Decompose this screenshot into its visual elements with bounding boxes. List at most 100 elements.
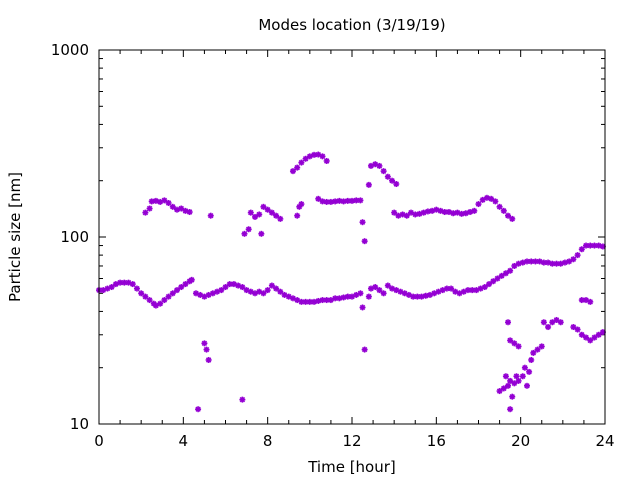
data-point bbox=[515, 377, 522, 384]
data-point bbox=[521, 364, 528, 371]
data-point bbox=[332, 198, 339, 205]
data-point bbox=[528, 356, 535, 363]
data-point bbox=[201, 340, 208, 347]
chart-title: Modes location (3/19/19) bbox=[258, 16, 445, 34]
data-point bbox=[587, 298, 594, 305]
data-point bbox=[264, 287, 271, 294]
y-tick-label: 1000 bbox=[51, 41, 89, 59]
data-point bbox=[315, 195, 322, 202]
data-point bbox=[507, 267, 514, 274]
data-point bbox=[277, 288, 284, 295]
data-point bbox=[583, 334, 590, 341]
x-tick-label: 12 bbox=[342, 432, 361, 450]
data-point bbox=[566, 258, 573, 265]
data-point bbox=[511, 380, 518, 387]
data-point bbox=[475, 201, 482, 208]
data-point bbox=[359, 304, 366, 311]
data-point bbox=[557, 319, 564, 326]
data-point bbox=[273, 212, 280, 219]
data-point bbox=[268, 209, 275, 216]
data-point bbox=[138, 290, 145, 297]
data-point bbox=[336, 295, 343, 302]
data-point bbox=[471, 207, 478, 214]
x-axis-label: Time [hour] bbox=[307, 458, 396, 476]
data-point bbox=[353, 197, 360, 204]
data-point bbox=[108, 284, 115, 291]
data-point bbox=[256, 211, 263, 218]
data-point bbox=[146, 205, 153, 212]
data-point bbox=[549, 319, 556, 326]
data-point bbox=[298, 201, 305, 208]
data-point bbox=[384, 173, 391, 180]
data-point bbox=[372, 284, 379, 291]
data-point bbox=[496, 388, 503, 395]
data-point bbox=[540, 319, 547, 326]
x-tick-label: 20 bbox=[511, 432, 530, 450]
data-point bbox=[574, 252, 581, 259]
data-point bbox=[319, 153, 326, 160]
x-tick-label: 0 bbox=[94, 432, 104, 450]
data-point bbox=[165, 199, 172, 206]
data-point bbox=[169, 290, 176, 297]
x-tick-label: 24 bbox=[595, 432, 614, 450]
data-point bbox=[222, 284, 229, 291]
data-point bbox=[142, 209, 149, 216]
data-point bbox=[241, 230, 248, 237]
data-point bbox=[534, 346, 541, 353]
data-point bbox=[323, 297, 330, 304]
y-tick-label: 100 bbox=[60, 228, 89, 246]
data-point bbox=[505, 319, 512, 326]
data-point bbox=[498, 272, 505, 279]
data-point bbox=[505, 212, 512, 219]
data-point bbox=[218, 287, 225, 294]
data-point bbox=[570, 256, 577, 263]
data-point bbox=[205, 356, 212, 363]
data-point bbox=[357, 197, 364, 204]
data-point bbox=[587, 337, 594, 344]
data-point bbox=[545, 324, 552, 331]
data-point bbox=[439, 287, 446, 294]
data-point bbox=[490, 278, 497, 285]
axis-ticks bbox=[98, 49, 606, 425]
data-point bbox=[247, 209, 254, 216]
data-point bbox=[361, 346, 368, 353]
data-point bbox=[509, 215, 516, 222]
data-point bbox=[258, 230, 265, 237]
data-point bbox=[376, 162, 383, 169]
data-point bbox=[361, 238, 368, 245]
data-point bbox=[146, 297, 153, 304]
data-point bbox=[294, 212, 301, 219]
data-point bbox=[365, 181, 372, 188]
data-point bbox=[380, 290, 387, 297]
data-point bbox=[161, 297, 168, 304]
data-point bbox=[247, 288, 254, 295]
data-point bbox=[494, 275, 501, 282]
data-point bbox=[260, 290, 267, 297]
data-point bbox=[277, 215, 284, 222]
data-point bbox=[161, 197, 168, 204]
data-point bbox=[502, 270, 509, 277]
data-point bbox=[595, 331, 602, 338]
x-tick-label: 4 bbox=[179, 432, 189, 450]
data-point bbox=[500, 385, 507, 392]
data-point bbox=[578, 246, 585, 253]
data-point bbox=[294, 164, 301, 171]
data-point bbox=[595, 242, 602, 249]
data-point bbox=[268, 282, 275, 289]
data-point bbox=[195, 406, 202, 413]
data-point bbox=[260, 203, 267, 210]
data-point bbox=[273, 285, 280, 292]
data-point bbox=[574, 326, 581, 333]
data-point bbox=[507, 377, 514, 384]
data-point bbox=[157, 300, 164, 307]
data-point bbox=[239, 396, 246, 403]
data-point bbox=[380, 168, 387, 175]
data-point bbox=[393, 181, 400, 188]
tick-labels: 0 4 8 12 16 20 24 10 100 1000 bbox=[51, 41, 615, 450]
data-point bbox=[488, 195, 495, 202]
data-point bbox=[245, 226, 252, 233]
data-point bbox=[357, 290, 364, 297]
data-point bbox=[530, 349, 537, 356]
data-point bbox=[507, 406, 514, 413]
data-point bbox=[511, 262, 518, 269]
